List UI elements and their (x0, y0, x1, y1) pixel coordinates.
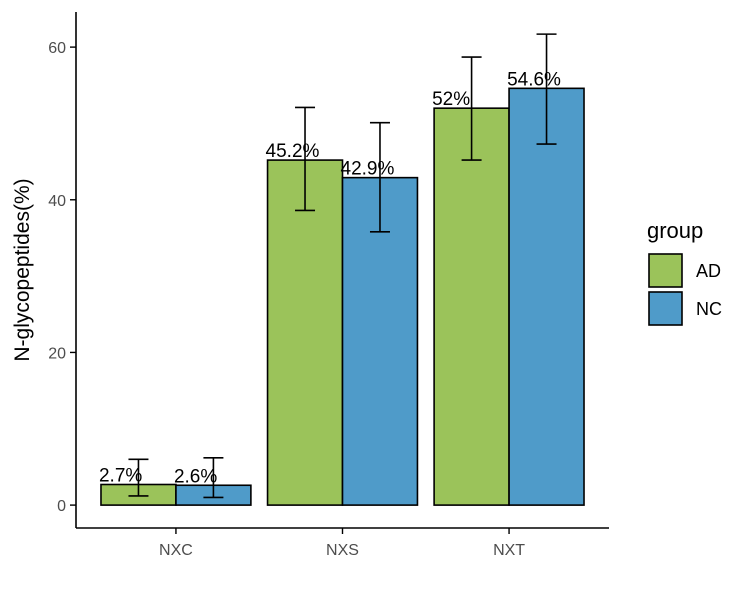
legend-title: group (647, 218, 703, 243)
data-label-nc-nxs: 42.9% (341, 159, 395, 180)
x-tick-label-nxt: NXT (493, 542, 525, 559)
data-label-ad-nxs: 45.2% (266, 141, 320, 162)
error-bar-ad-nxs (295, 106, 316, 212)
data-label-nc-nxt: 54.6% (507, 69, 561, 90)
legend: group AD NC (647, 218, 722, 326)
error-bar-ad-nxc (128, 458, 149, 497)
bar-ad-nxt (433, 107, 510, 506)
bars-layer (100, 87, 585, 506)
error-bar-ad-nxt (461, 56, 482, 161)
error-bar-nc-nxc (203, 456, 224, 499)
legend-label-ad: AD (696, 261, 721, 281)
legend-item-nc: NC (648, 291, 722, 326)
x-tick-label-nxc: NXC (159, 542, 193, 559)
y-tick-label: 60 (48, 40, 66, 57)
y-axis-title: N-glycopeptides(%) (11, 178, 34, 361)
y-tick-label: 40 (48, 193, 66, 210)
x-tick-label-nxs: NXS (326, 542, 359, 559)
y-tick-label: 0 (57, 498, 66, 515)
bar-nc-nxt (508, 87, 585, 506)
legend-swatch-ad (648, 253, 683, 288)
data-labels-layer: 2.7% 2.6% 45.2% 42.9% 52% 54.6% (99, 69, 561, 487)
data-label-ad-nxc: 2.7% (99, 465, 142, 486)
error-bars-layer (128, 33, 557, 499)
x-ticks-layer: NXC NXS NXT (159, 528, 525, 559)
data-label-ad-nxt: 52% (432, 89, 470, 110)
error-bar-nc-nxs (369, 121, 390, 233)
bar-ad-nxs (266, 159, 344, 506)
error-bar-nc-nxt (536, 33, 557, 145)
data-label-nc-nxc: 2.6% (174, 466, 217, 487)
y-ticks-layer: 0 20 40 60 (48, 40, 76, 515)
legend-swatch-nc (648, 291, 683, 326)
legend-item-ad: AD (648, 253, 721, 288)
y-tick-label: 20 (48, 345, 66, 362)
legend-label-nc: NC (696, 299, 722, 319)
legend-items: AD NC (648, 253, 722, 326)
